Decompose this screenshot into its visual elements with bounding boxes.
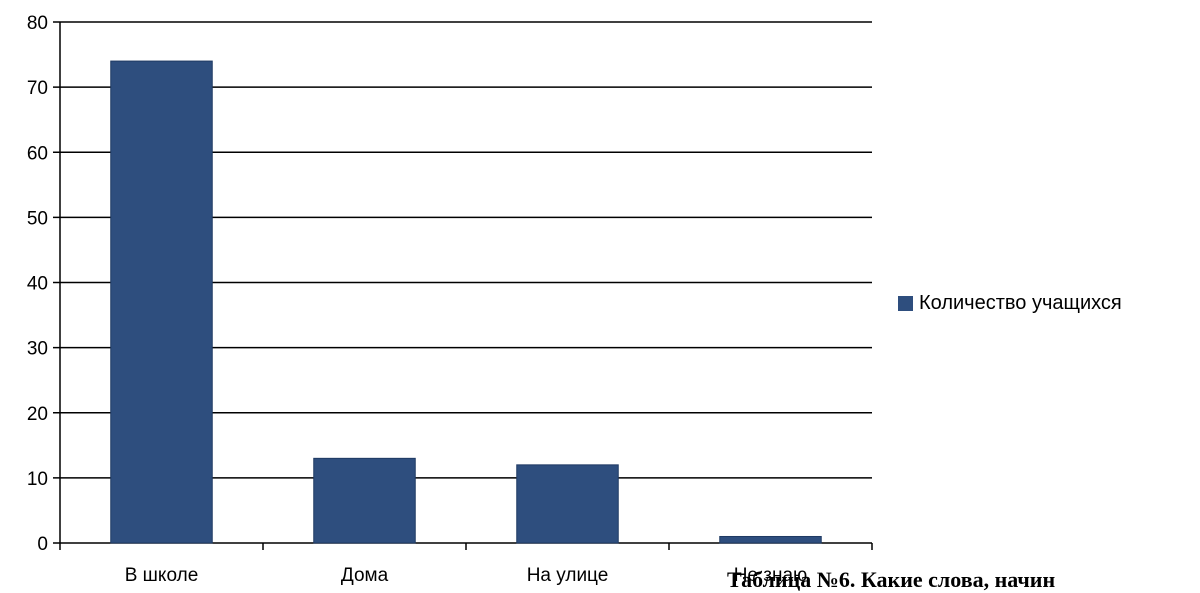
y-tick-label: 50	[27, 208, 48, 229]
bars	[110, 60, 822, 544]
y-tick-label: 40	[27, 274, 48, 295]
bar	[516, 464, 619, 544]
x-category-label: Не знаю	[734, 565, 808, 586]
bar	[110, 60, 213, 544]
bar	[313, 457, 416, 544]
y-tick-label: 80	[27, 13, 48, 34]
y-tick-label: 60	[27, 143, 48, 164]
y-tick-label: 10	[27, 469, 48, 490]
legend-label: Количество учащихся	[919, 292, 1122, 314]
table-caption-fragment: Таблица №6. Какие слова, начин	[727, 567, 1056, 592]
legend: Количество учащихся	[898, 292, 1122, 315]
y-tick-label: 0	[37, 534, 48, 555]
x-category-label: Дома	[341, 565, 389, 586]
bar	[719, 535, 822, 544]
legend-swatch	[898, 296, 913, 311]
x-category-label: На улице	[527, 565, 609, 586]
y-tick-label: 30	[27, 339, 48, 360]
x-category-label: В школе	[125, 565, 199, 586]
y-tick-label: 20	[27, 404, 48, 425]
category-labels: В школе Дома На улице Не знаю	[125, 565, 808, 586]
y-tick-labels: 0 10 20 30 40 50 60 70 80	[27, 13, 48, 555]
y-tick-label: 70	[27, 78, 48, 99]
